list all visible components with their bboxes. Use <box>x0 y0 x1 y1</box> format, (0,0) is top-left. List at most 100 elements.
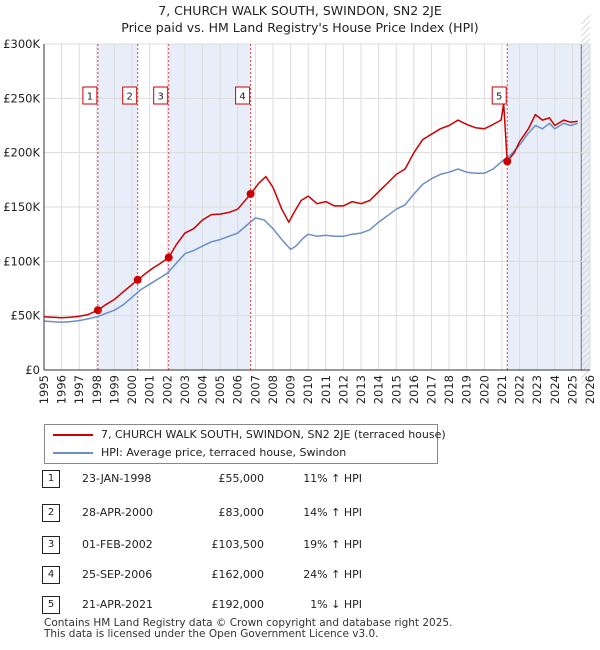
x-tick-label: 2015 <box>389 375 403 404</box>
sale-labels: 1 2 3 4 5 <box>82 86 507 105</box>
x-tick-label: 1999 <box>107 375 121 404</box>
legend: 7, CHURCH WALK SOUTH, SWINDON, SN2 2JE (… <box>44 424 446 464</box>
hatch-line <box>580 248 591 259</box>
hatch-line <box>580 296 591 307</box>
hatch-line <box>580 128 591 139</box>
sale-date: 21-APR-2021 <box>82 598 154 611</box>
x-tick-label: 2011 <box>319 375 333 404</box>
sale-point <box>164 253 173 262</box>
x-tick-label: 2000 <box>125 375 139 404</box>
x-tick-label: 2008 <box>266 375 280 404</box>
sale-hpi-change: 11% ↑ HPI <box>303 472 362 485</box>
hatch-line <box>580 104 591 115</box>
sale-price: £192,000 <box>211 598 265 611</box>
sale-price: £83,000 <box>218 506 265 519</box>
hatch-line <box>580 110 591 121</box>
x-tick-label: 2020 <box>477 375 491 404</box>
sale-points <box>93 157 512 315</box>
x-tick-label: 1996 <box>55 375 69 404</box>
future-hatch <box>580 14 591 385</box>
hatch-line <box>580 344 591 355</box>
hatch-line <box>580 212 591 223</box>
legend-label-property: 7, CHURCH WALK SOUTH, SWINDON, SN2 2JE (… <box>101 428 446 441</box>
sale-point <box>93 306 102 315</box>
x-tick-label: 2024 <box>548 375 562 404</box>
hatch-line <box>580 194 591 205</box>
sale-date: 25-SEP-2006 <box>82 568 153 581</box>
hatch-line <box>580 332 591 343</box>
x-tick-label: 2002 <box>160 375 174 404</box>
x-tick-label: 1998 <box>90 375 104 404</box>
hatch-line <box>580 44 591 55</box>
hatch-line <box>580 302 591 313</box>
sale-point <box>503 157 512 166</box>
sale-label-box <box>491 86 507 105</box>
x-tick-label: 2006 <box>231 375 245 404</box>
property-price-line <box>43 103 578 319</box>
sale-date: 01-FEB-2002 <box>82 538 153 551</box>
hatch-line <box>580 158 591 169</box>
sale-num-badge: 2 <box>42 504 60 522</box>
x-tick-label: 2005 <box>213 375 227 404</box>
sale-num-badge: 5 <box>42 596 60 614</box>
y-tick-label: £0 <box>25 363 40 377</box>
x-tick-label: 2026 <box>583 375 597 404</box>
hatch-line <box>580 56 591 67</box>
sale-num-badge: 3 <box>42 536 60 554</box>
hatch-line <box>580 134 591 145</box>
sale-date: 28-APR-2000 <box>82 506 154 519</box>
hatch-line <box>580 362 591 373</box>
x-tick-label: 2021 <box>495 375 509 404</box>
x-tick-label: 2019 <box>460 375 474 404</box>
x-tick-label: 2012 <box>336 375 350 404</box>
footer-copyright: Contains HM Land Registry data © Crown c… <box>44 617 453 629</box>
sale-hpi-change: 14% ↑ HPI <box>303 506 362 519</box>
sale-num-badge: 1 <box>42 470 60 488</box>
x-tick-label: 2016 <box>407 375 421 404</box>
hatch-line <box>580 224 591 235</box>
legend-swatch-property <box>53 434 93 436</box>
hatch-line <box>580 254 591 265</box>
hatch-line <box>580 62 591 73</box>
x-tick-label: 2018 <box>442 375 456 404</box>
hatch-line <box>580 140 591 151</box>
x-tick-label: 2007 <box>248 375 262 404</box>
x-tick-label: 2022 <box>513 375 527 404</box>
hatch-line <box>580 80 591 91</box>
sale-point <box>133 275 142 284</box>
legend-label-hpi: HPI: Average price, terraced house, Swin… <box>101 446 347 459</box>
hatch-line <box>580 68 591 79</box>
y-tick-label: £200K <box>3 146 40 160</box>
hatch-line <box>580 338 591 349</box>
hatch-line <box>580 200 591 211</box>
sale-shade-layer <box>44 14 591 385</box>
x-tick-label: 2025 <box>565 375 579 404</box>
x-tick-label: 2014 <box>372 375 386 404</box>
sale-row-2: 2 28-APR-2000 £83,000 14% ↑ HPI <box>42 504 442 522</box>
hatch-line <box>580 152 591 163</box>
x-tick-label: 1995 <box>37 375 51 404</box>
x-tick-label: 2004 <box>196 375 210 404</box>
x-tick-label: 2017 <box>424 375 438 404</box>
sale-hpi-change: 19% ↑ HPI <box>303 538 362 551</box>
hatch-line <box>580 176 591 187</box>
sale-price: £162,000 <box>211 568 265 581</box>
hatch-line <box>580 290 591 301</box>
hatch-line <box>580 374 591 385</box>
y-tick-label: £250K <box>3 91 40 105</box>
hatch-line <box>580 50 591 61</box>
hatch-line <box>580 86 591 97</box>
hatch-line <box>580 32 591 43</box>
hatch-line <box>580 350 591 361</box>
legend-swatch-hpi <box>53 452 93 454</box>
y-tick-label: £150K <box>3 200 40 214</box>
chart-title-block: 7, CHURCH WALK SOUTH, SWINDON, SN2 2JE P… <box>0 2 600 36</box>
sale-label-number: 5 <box>496 92 502 103</box>
hatch-line <box>580 368 591 379</box>
hatch-line <box>580 314 591 325</box>
sale-row-5: 5 21-APR-2021 £192,000 1% ↓ HPI <box>42 596 442 614</box>
hatch-line <box>580 146 591 157</box>
hatch-line <box>580 284 591 295</box>
x-tick-label: 2023 <box>530 375 544 404</box>
x-tick-label: 2010 <box>301 375 315 404</box>
